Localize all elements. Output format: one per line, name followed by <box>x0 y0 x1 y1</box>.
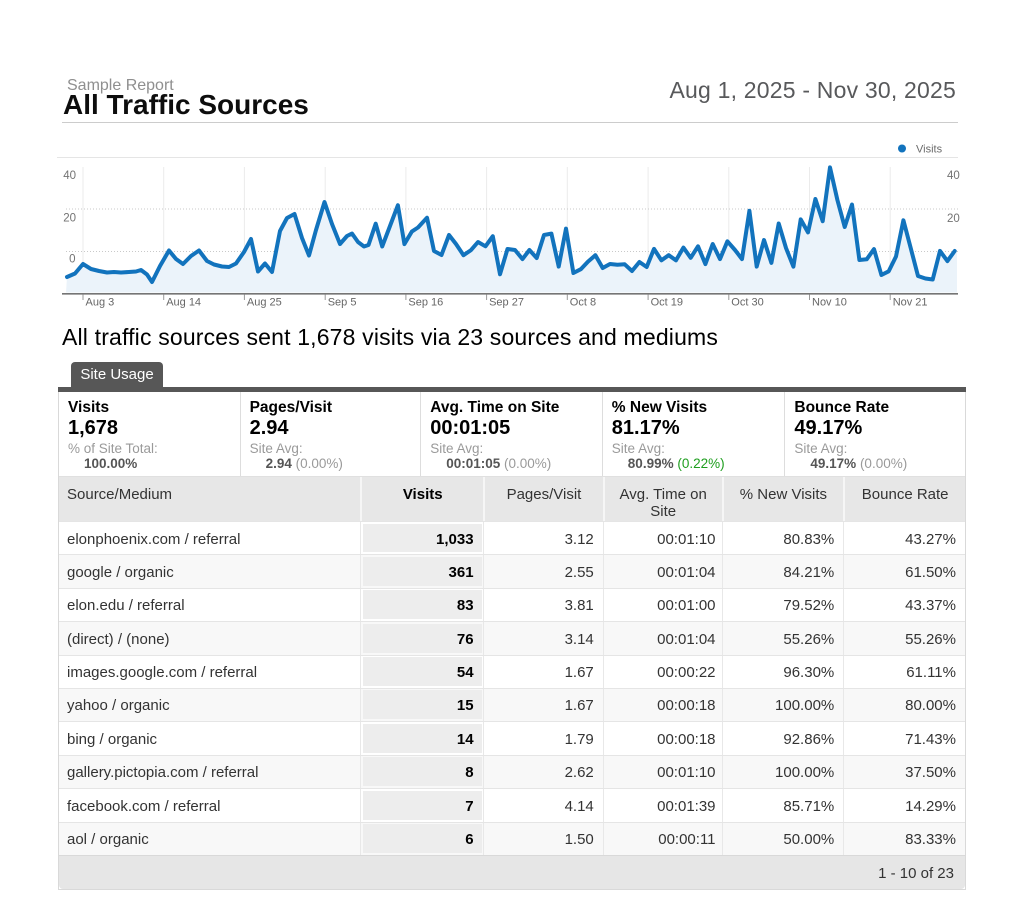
svg-text:Aug 14: Aug 14 <box>166 297 201 309</box>
svg-text:0: 0 <box>69 254 75 266</box>
svg-text:Oct 19: Oct 19 <box>651 297 683 309</box>
svg-text:20: 20 <box>63 213 76 225</box>
svg-text:Sep 27: Sep 27 <box>489 297 524 309</box>
svg-text:Nov 21: Nov 21 <box>893 297 928 309</box>
svg-text:40: 40 <box>63 170 76 182</box>
svg-text:40: 40 <box>947 170 960 182</box>
svg-text:Oct 8: Oct 8 <box>570 297 596 309</box>
svg-text:Aug 25: Aug 25 <box>247 297 282 309</box>
svg-text:Sep 5: Sep 5 <box>328 297 357 309</box>
svg-text:Sep 16: Sep 16 <box>408 297 443 309</box>
svg-text:Oct 30: Oct 30 <box>731 297 763 309</box>
svg-text:Aug 3: Aug 3 <box>86 297 115 309</box>
svg-text:20: 20 <box>947 213 960 225</box>
svg-text:Visits: Visits <box>916 144 943 156</box>
svg-text:Nov 10: Nov 10 <box>812 297 847 309</box>
